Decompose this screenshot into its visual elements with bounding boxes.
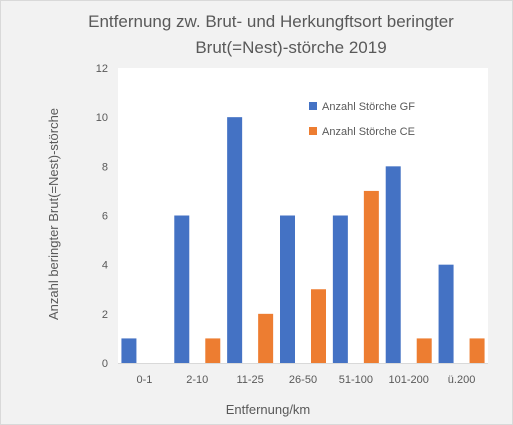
x-tick-label: 11-25 xyxy=(236,374,263,386)
bar-ce-101-200 xyxy=(416,338,432,363)
x-tick-label: 0-1 xyxy=(136,374,152,386)
y-tick-label: 10 xyxy=(96,112,108,124)
bar-ce-51-100 xyxy=(363,190,379,363)
bar-gf-11-25 xyxy=(227,117,243,364)
y-tick-label: 8 xyxy=(102,161,108,173)
legend-label-gf: Anzahl Störche GF xyxy=(322,101,415,113)
bar-gf-26-50 xyxy=(280,215,295,363)
y-tick-label: 4 xyxy=(102,260,108,272)
chart-title-line-2: Brut(=Nest)-störche 2019 xyxy=(195,38,387,57)
y-tick-label: 0 xyxy=(102,358,108,370)
bar-ce-ü.200 xyxy=(469,338,485,363)
bar-ce-11-25 xyxy=(258,313,274,363)
bar-gf-0-1 xyxy=(121,338,137,363)
bar-gf-51-100 xyxy=(332,215,348,363)
x-tick-label: 26-50 xyxy=(289,374,317,386)
x-tick-label: 51-100 xyxy=(339,374,373,386)
chart-title-line-1: Entfernung zw. Brut- und Herkungftsort b… xyxy=(88,12,454,31)
plot-area xyxy=(118,68,488,363)
bar-ce-26-50 xyxy=(311,289,326,363)
bar-gf-101-200 xyxy=(385,166,401,363)
y-axis-title: Anzahl beringter Brut(=Nest)-störche xyxy=(46,107,61,321)
x-tick-label: 101-200 xyxy=(389,374,429,386)
y-tick-label: 2 xyxy=(102,309,108,321)
x-tick-label: 2-10 xyxy=(186,374,208,386)
x-tick-label: ü.200 xyxy=(448,374,476,386)
bar-ce-2-10 xyxy=(205,338,221,363)
bar-gf-2-10 xyxy=(174,215,190,363)
x-axis-title: Entfernung/km xyxy=(225,402,311,417)
y-tick-label: 6 xyxy=(102,211,108,223)
chart-title: Entfernung zw. Brut- und Herkungftsort b… xyxy=(61,9,481,61)
bar-gf-ü.200 xyxy=(438,264,454,363)
y-tick-label: 12 xyxy=(96,63,108,75)
legend-swatch-gf xyxy=(309,102,317,110)
legend-label-ce: Anzahl Störche CE xyxy=(322,126,415,138)
legend-swatch-ce xyxy=(309,127,317,135)
